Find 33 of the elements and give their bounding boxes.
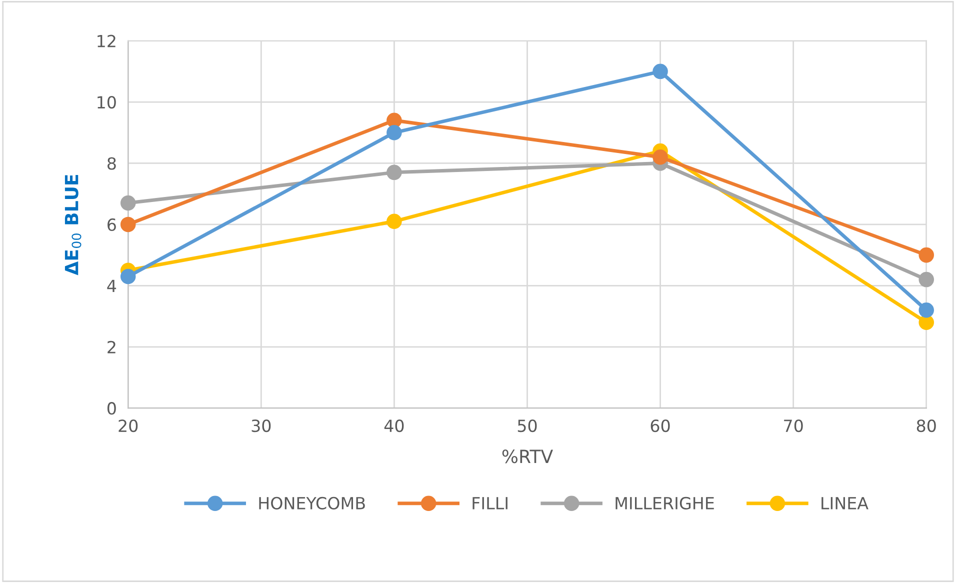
x-tick-label: 70 <box>784 420 803 432</box>
y-tick-label: 0 <box>107 402 116 415</box>
point <box>386 124 402 140</box>
x-tick-label: 40 <box>384 420 404 432</box>
legend-label: HONEYCOMB <box>259 496 365 510</box>
y-tick-label: 2 <box>108 340 116 354</box>
point <box>918 302 934 318</box>
point <box>386 112 402 128</box>
legend-label: LINEA <box>822 497 868 510</box>
y-tick-label: 4 <box>107 280 116 292</box>
point <box>386 214 402 230</box>
point <box>918 314 934 330</box>
y-tick-label: 8 <box>108 157 116 170</box>
y-tick-label: 6 <box>108 218 116 232</box>
point <box>652 149 668 165</box>
x-tick-label: 80 <box>916 420 936 432</box>
y-axis-title: ΔE$_{00}$ BLUE <box>64 175 82 276</box>
point <box>652 64 668 80</box>
x-axis-title: %RTV <box>502 450 553 464</box>
x-tick-label: 60 <box>650 420 670 432</box>
y-tick-label: 10 <box>98 96 116 109</box>
x-tick-label: 20 <box>118 420 138 432</box>
point <box>918 247 934 263</box>
x-tick-label: 50 <box>518 420 537 432</box>
x-tick-label: 30 <box>252 420 271 432</box>
point <box>120 195 136 211</box>
point <box>120 216 136 232</box>
legend-label: MILLERIGHE <box>616 496 714 510</box>
point <box>120 268 136 284</box>
y-tick-label: 12 <box>98 34 116 48</box>
point <box>386 164 402 180</box>
legend-label: FILLI <box>472 497 508 510</box>
point <box>918 272 934 288</box>
